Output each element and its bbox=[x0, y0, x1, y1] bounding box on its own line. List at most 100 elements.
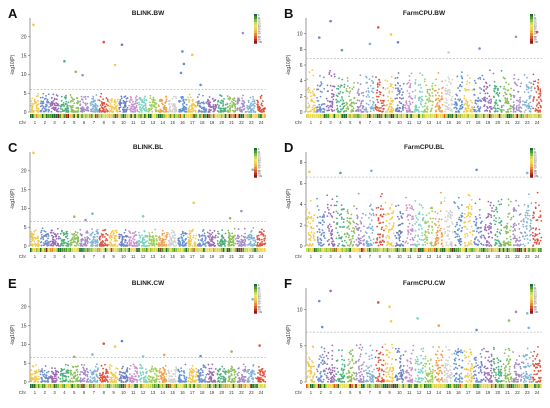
snp-point bbox=[459, 104, 462, 107]
density-cell bbox=[49, 114, 52, 118]
snp-point bbox=[136, 110, 139, 112]
snp-point bbox=[376, 83, 379, 86]
snp-point bbox=[425, 238, 428, 241]
x-tick-label: 5 bbox=[73, 120, 76, 125]
snp-point bbox=[328, 73, 331, 76]
significant-snp bbox=[389, 33, 393, 36]
snp-point bbox=[256, 243, 259, 246]
snp-point bbox=[392, 244, 395, 247]
snp-point bbox=[101, 109, 104, 112]
snp-point bbox=[130, 103, 133, 106]
snp-point bbox=[155, 103, 157, 106]
snp-point bbox=[355, 222, 358, 225]
snp-point bbox=[122, 245, 125, 247]
snp-point bbox=[124, 103, 127, 105]
snp-point bbox=[150, 239, 153, 242]
density-cell bbox=[53, 248, 56, 252]
density-cell bbox=[142, 248, 144, 252]
snp-point bbox=[336, 200, 338, 203]
snp-point bbox=[213, 242, 216, 245]
density-cell bbox=[365, 114, 367, 118]
snp-point bbox=[520, 220, 523, 222]
snp-point bbox=[372, 82, 374, 85]
snp-point bbox=[309, 222, 312, 225]
density-cell bbox=[142, 114, 144, 118]
snp-point bbox=[306, 88, 309, 91]
snp-point bbox=[185, 103, 188, 106]
snp-point bbox=[172, 241, 175, 244]
density-cell bbox=[45, 114, 48, 118]
density-cell bbox=[345, 114, 347, 118]
snp-point bbox=[80, 242, 83, 245]
snp-point bbox=[346, 77, 349, 79]
snp-point bbox=[457, 238, 460, 241]
snp-point bbox=[45, 242, 48, 244]
snp-point bbox=[450, 241, 452, 243]
snp-point bbox=[181, 230, 184, 233]
snp-point bbox=[496, 239, 498, 242]
snp-point bbox=[445, 99, 448, 102]
snp-point bbox=[478, 99, 481, 102]
snp-point bbox=[455, 101, 458, 104]
snp-point bbox=[41, 227, 44, 230]
density-cell bbox=[481, 114, 483, 118]
snp-point bbox=[407, 225, 410, 228]
density-cell bbox=[427, 114, 430, 118]
snp-point bbox=[308, 110, 310, 113]
snp-point bbox=[461, 226, 464, 229]
snp-point bbox=[322, 235, 325, 238]
snp-point bbox=[352, 101, 355, 104]
snp-point bbox=[447, 211, 450, 214]
chromosome-points-2 bbox=[315, 74, 326, 113]
snp-point bbox=[76, 106, 79, 109]
snp-point bbox=[502, 243, 505, 246]
manhattan-plot: FarmCPU.BL 0 2 4 6 8 -log10(P) Chr 1 2 3 4 5 6 7 8 9 10 11… bbox=[284, 140, 550, 266]
y-tick-label: 0 bbox=[24, 244, 27, 250]
snp-point bbox=[48, 106, 50, 108]
snp-point bbox=[314, 94, 316, 97]
snp-point bbox=[471, 234, 474, 236]
chromosome-points-15 bbox=[167, 229, 178, 247]
snp-point bbox=[100, 92, 103, 95]
snp-point bbox=[398, 110, 401, 113]
snp-point bbox=[367, 226, 370, 228]
density-cell bbox=[258, 114, 260, 118]
snp-point bbox=[93, 233, 96, 236]
snp-point bbox=[205, 241, 208, 244]
snp-point bbox=[362, 99, 364, 102]
snp-point bbox=[212, 104, 215, 106]
snp-point bbox=[106, 234, 109, 236]
snp-point bbox=[244, 244, 246, 247]
snp-point bbox=[430, 231, 433, 234]
snp-point bbox=[263, 242, 266, 245]
snp-point bbox=[96, 235, 99, 238]
snp-point bbox=[144, 235, 147, 238]
x-tick-label: 9 bbox=[388, 120, 391, 125]
snp-point bbox=[307, 215, 310, 218]
snp-point bbox=[309, 237, 311, 240]
snp-point bbox=[30, 100, 33, 102]
snp-point bbox=[173, 104, 176, 106]
snp-point bbox=[63, 104, 65, 107]
snp-point bbox=[311, 108, 314, 111]
snp-point bbox=[409, 84, 412, 87]
snp-point bbox=[371, 232, 374, 234]
snp-point bbox=[79, 107, 82, 110]
chromosome-points-7 bbox=[89, 94, 100, 113]
snp-point bbox=[444, 232, 446, 235]
chromosome-points-9 bbox=[384, 201, 395, 247]
snp-point bbox=[62, 238, 64, 241]
panel-letter: A bbox=[8, 6, 18, 21]
snp-point bbox=[122, 99, 125, 102]
snp-point bbox=[336, 217, 338, 220]
snp-point bbox=[244, 232, 246, 235]
snp-point bbox=[77, 244, 80, 246]
x-tick-label: 3 bbox=[53, 254, 56, 259]
snp-point bbox=[509, 110, 512, 113]
snp-point bbox=[49, 105, 52, 107]
snp-point bbox=[211, 236, 214, 239]
snp-point bbox=[457, 87, 459, 89]
snp-point bbox=[214, 234, 217, 237]
snp-point bbox=[522, 100, 524, 103]
significant-snp bbox=[514, 35, 518, 39]
